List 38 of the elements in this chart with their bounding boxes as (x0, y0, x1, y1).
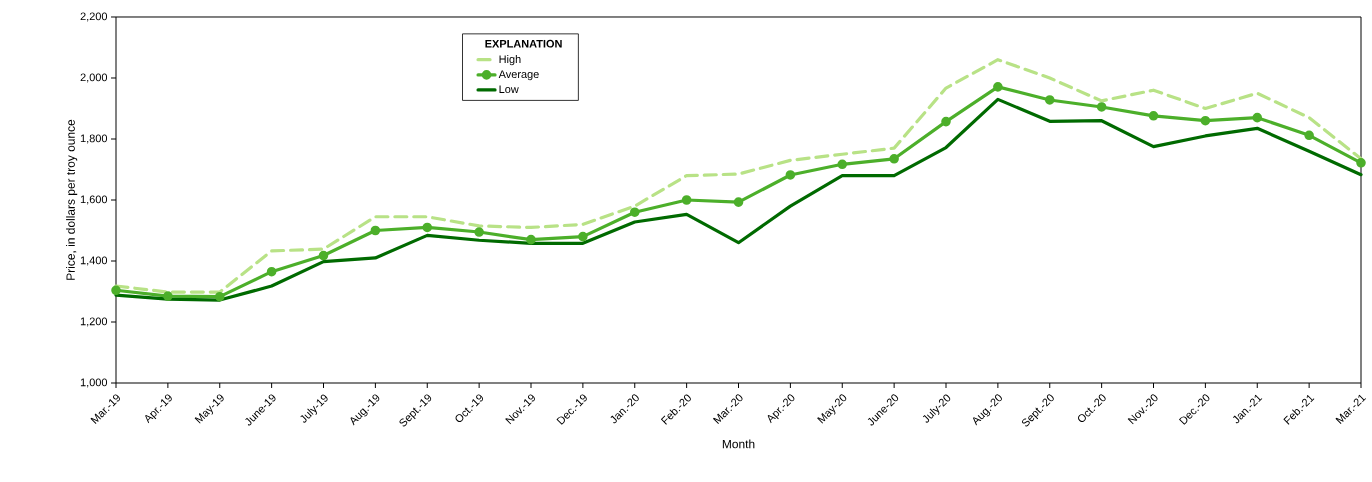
y-tick-label: 1,000 (80, 378, 108, 388)
y-axis-title: Price, in dollars per troy ounce (66, 119, 78, 280)
y-tick-label: 1,200 (80, 317, 108, 327)
y-tick-label: 2,000 (80, 73, 108, 83)
point (941, 116, 951, 127)
point (422, 222, 433, 233)
point (266, 266, 277, 277)
legend-label: High (499, 54, 521, 66)
point (1356, 158, 1366, 168)
point (474, 227, 484, 237)
point (837, 159, 848, 170)
legend-label: Average (498, 70, 539, 81)
y-tick-label: 1,800 (80, 134, 108, 144)
point (681, 195, 692, 205)
legend-label: Low (499, 85, 519, 94)
point (1096, 102, 1107, 112)
point (785, 170, 796, 180)
point (1200, 115, 1211, 126)
point (993, 82, 1003, 92)
legend-title: EXPLANATION (485, 39, 562, 48)
x-axis-title: Month (722, 439, 755, 449)
y-tick-label: 1,600 (80, 195, 108, 205)
point (1252, 112, 1263, 123)
point (214, 291, 225, 302)
point (1044, 95, 1055, 105)
point (318, 250, 329, 261)
point (733, 197, 744, 207)
y-tick-label: 1,400 (80, 256, 108, 266)
point (889, 154, 899, 164)
point (578, 231, 588, 242)
point (370, 225, 381, 236)
y-tick-label: 2,200 (80, 12, 108, 22)
point (629, 207, 640, 217)
point (526, 234, 536, 245)
point (1304, 130, 1314, 141)
point (111, 285, 121, 296)
point (163, 291, 173, 301)
point (1148, 111, 1159, 121)
